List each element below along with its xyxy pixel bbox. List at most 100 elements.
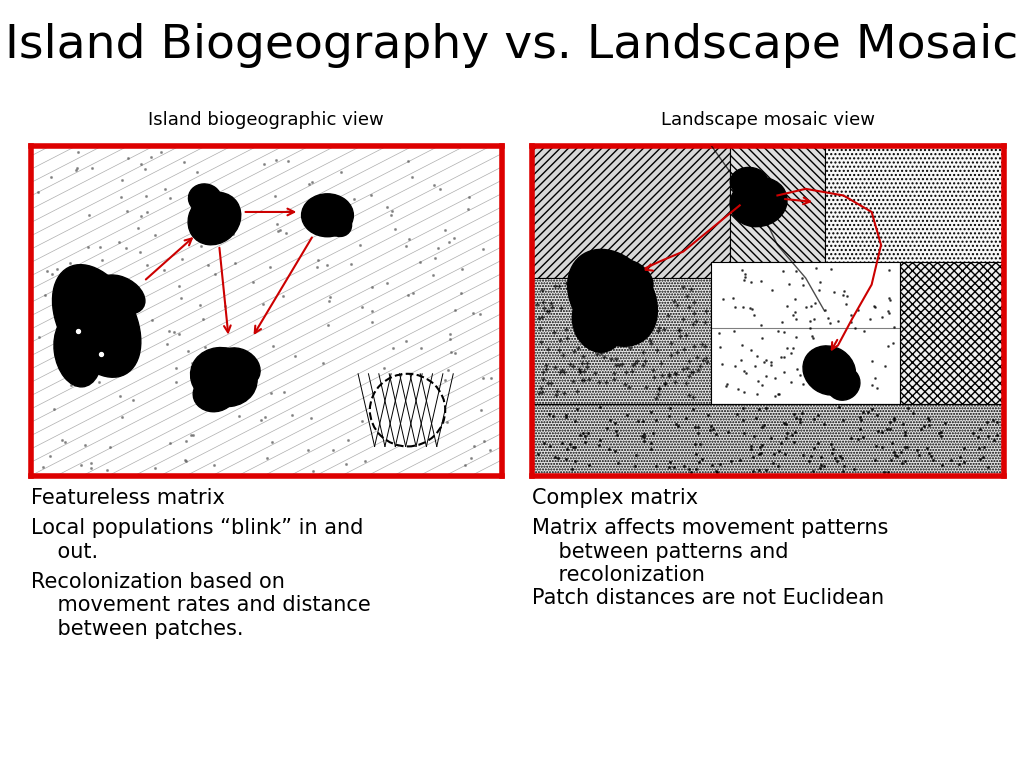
Point [49,263,66,275]
Point [68,164,84,176]
Point [91,283,108,295]
Point [354,415,371,427]
Point [43,170,59,183]
Point [224,228,241,240]
Polygon shape [532,278,712,403]
Point [171,328,187,340]
Point [146,229,163,241]
Point [266,190,283,202]
Point [436,223,453,236]
Point [439,416,456,429]
Point [119,204,135,217]
Ellipse shape [301,194,353,237]
Point [387,223,403,235]
Ellipse shape [826,367,860,400]
Point [183,356,200,369]
Point [463,452,479,464]
Point [287,350,303,362]
Point [171,280,187,292]
Point [390,388,407,400]
Point [353,301,370,313]
Point [443,346,460,359]
Point [427,252,443,264]
Point [475,243,492,255]
Point [137,162,154,174]
Point [319,319,336,331]
Point [376,362,392,375]
Point [475,372,492,384]
Point [42,450,58,462]
Point [224,397,241,409]
Point [113,190,129,203]
Point [319,216,336,228]
Point [138,190,155,202]
Point [92,241,109,253]
Point [156,264,172,276]
Point [383,208,399,220]
Point [460,203,476,215]
Point [440,364,457,376]
Point [255,298,271,310]
Point [83,462,99,475]
Ellipse shape [188,192,241,245]
Point [400,233,417,245]
Point [112,390,128,402]
Point [319,196,336,208]
Point [161,325,177,337]
Point [325,444,341,456]
Point [83,457,99,469]
Ellipse shape [730,167,768,197]
Point [303,176,319,188]
Point [142,151,159,163]
Point [114,411,130,423]
Point [473,403,489,415]
Point [78,376,94,389]
Point [196,313,212,326]
Point [300,444,316,456]
Point [400,289,417,301]
Ellipse shape [567,250,657,346]
Point [191,299,208,311]
Point [220,352,237,364]
Point [333,167,349,179]
Point [57,280,74,293]
Point [356,455,373,467]
Text: Featureless matrix: Featureless matrix [31,488,224,508]
Point [101,442,118,454]
Point [447,347,464,359]
Point [62,379,79,392]
Point [139,206,156,218]
Ellipse shape [91,319,130,369]
Point [340,434,356,446]
Point [177,455,194,468]
Point [446,304,463,316]
Point [159,338,175,350]
Point [315,357,332,369]
Point [383,425,399,438]
Text: Local populations “blink” in and
    out.: Local populations “blink” in and out. [31,518,364,561]
Point [31,331,47,343]
Point [271,223,288,236]
Point [461,191,477,204]
Point [168,362,184,374]
Point [99,464,116,476]
Point [385,342,401,354]
Point [133,210,150,222]
Text: Island Biogeography vs. Landscape Mosaic: Island Biogeography vs. Landscape Mosaic [5,23,1019,68]
Point [352,239,369,251]
Point [153,146,169,158]
Point [365,316,381,328]
Point [180,345,197,357]
Polygon shape [532,146,730,278]
Point [276,386,293,398]
Point [343,258,359,270]
Point [44,267,60,280]
Point [332,207,348,219]
Point [184,429,201,441]
Point [46,403,62,415]
Point [412,256,428,268]
Point [176,454,193,466]
Polygon shape [532,403,1004,476]
Point [206,459,222,472]
Point [183,429,200,442]
